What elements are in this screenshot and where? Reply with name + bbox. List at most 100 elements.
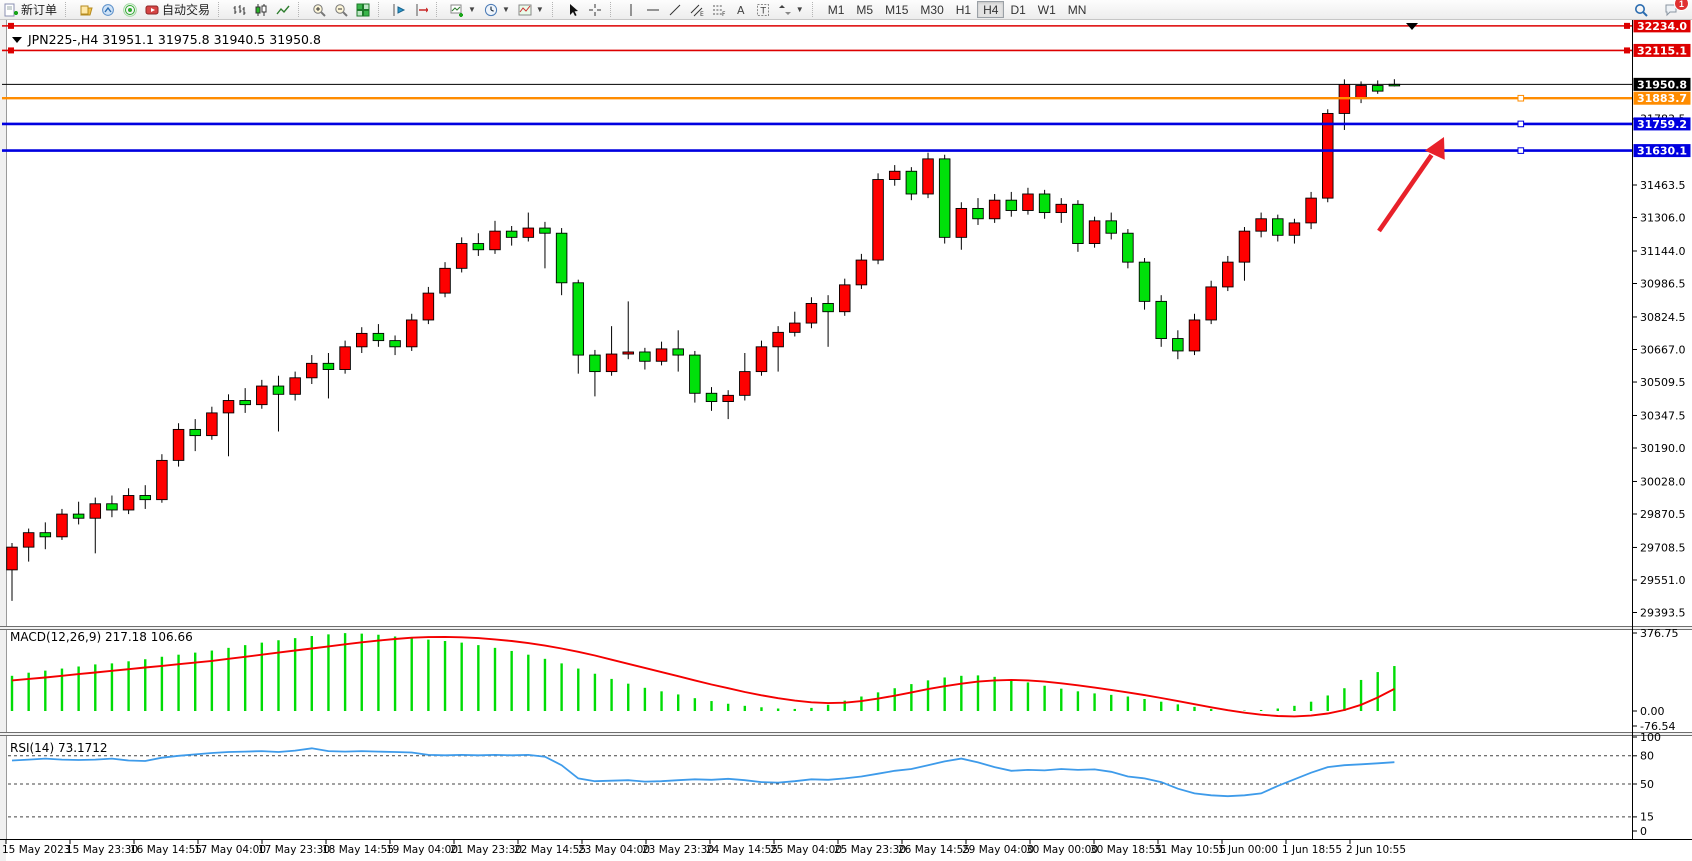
candle-body [888, 170, 901, 180]
price-tag [1633, 19, 1691, 33]
trendline-tool[interactable] [664, 1, 686, 18]
horizontal-line-icon [646, 9, 659, 10]
toolbar-separator [218, 2, 226, 17]
crosshair-tool-button[interactable] [584, 1, 606, 18]
auto-trading-button[interactable]: 自动交易 [141, 1, 214, 18]
timeframe-button-m15[interactable]: M15 [879, 1, 914, 18]
zoom-out-icon [335, 3, 348, 17]
text-label-icon: T [756, 3, 769, 16]
candle-body [1288, 222, 1301, 236]
text-label-tool[interactable]: T [752, 1, 774, 18]
chart-shift-marker[interactable] [1406, 23, 1418, 30]
chart-shift-button[interactable] [410, 1, 432, 18]
candle-body [455, 243, 468, 269]
time-label: 29 May 04:00 [962, 844, 1034, 856]
fibonacci-tool[interactable]: F [708, 1, 730, 18]
zoom-out-button[interactable] [330, 1, 352, 18]
candle-body [955, 207, 968, 238]
candle-body [722, 394, 734, 402]
arrows-icon [778, 4, 791, 15]
arrows-dropdown[interactable]: ▼ [774, 1, 808, 18]
toolbar-separator [551, 2, 560, 17]
time-label: 30 May 00:00 [1026, 844, 1098, 856]
text-icon: A [737, 4, 745, 17]
time-label: 23 May 23:30 [642, 844, 714, 856]
rsi-panel: RSI(14) 73.1712 100 80 50 150 [8, 731, 1661, 838]
equidistant-channel-tool[interactable]: E [686, 1, 708, 18]
search-button[interactable] [1630, 1, 1652, 18]
vertical-line-icon [630, 3, 632, 16]
arrow-annotation[interactable] [1377, 137, 1445, 233]
candle-body [189, 428, 201, 437]
toolbar-separator [298, 2, 306, 17]
time-label: 22 May 14:55 [514, 844, 586, 856]
candle-body [39, 532, 52, 538]
time-label: 25 May 04:00 [770, 844, 842, 856]
timeframe-button-m5[interactable]: M5 [850, 1, 879, 18]
chart-line-button[interactable] [272, 1, 294, 18]
timeframe-button-w1[interactable]: W1 [1032, 1, 1062, 18]
timeframe-button-m1[interactable]: M1 [822, 1, 851, 18]
candle-body [256, 385, 268, 406]
time-label: 17 May 04:00 [194, 844, 266, 856]
price-axis: 31783.531463.531306.031144.030986.530824… [1633, 113, 1686, 619]
candle-body [1022, 193, 1034, 211]
tile-windows-button[interactable] [352, 1, 374, 18]
cursor-tool-button[interactable] [562, 1, 584, 18]
title-text: JPN225-,H4 31951.1 31975.8 31940.5 31950… [27, 32, 321, 47]
time-label: 1 Jun 00:00 [1218, 844, 1278, 856]
chart-bars-button[interactable] [228, 1, 250, 18]
time-label: 23 May 04:00 [578, 844, 650, 856]
rsi-axis-label: 15 [1640, 811, 1654, 824]
price-tag [1633, 144, 1691, 158]
vertical-line-tool[interactable] [620, 1, 642, 18]
zoom-in-button[interactable] [308, 1, 330, 18]
signals-button[interactable] [119, 1, 141, 18]
timeframe-button-d1[interactable]: D1 [1004, 1, 1031, 18]
svg-text:E: E [700, 11, 704, 17]
candle-body [905, 170, 918, 195]
candle-body [1172, 338, 1184, 352]
candle-body [522, 227, 535, 238]
auto-scroll-button[interactable] [388, 1, 410, 18]
text-tool[interactable]: A [730, 1, 752, 18]
profiles-button[interactable] [75, 1, 97, 18]
price-tag-label: 32234.0 [1637, 20, 1687, 33]
line-handle [8, 22, 14, 29]
candle-body [505, 230, 518, 238]
candle-body [1038, 193, 1051, 214]
search-icon [1635, 3, 1648, 17]
toolbar-right-group: 1 [1630, 0, 1692, 18]
time-label: 16 May 14:55 [130, 844, 202, 856]
symbol-dropdown-icon[interactable] [12, 37, 22, 43]
price-tick: 31463.5 [1640, 179, 1686, 192]
candle-body [639, 351, 651, 362]
horizontal-line-tool[interactable] [642, 1, 664, 18]
candle-body [1355, 85, 1367, 99]
chart-candles-button[interactable] [250, 1, 272, 18]
market-watch-button[interactable] [97, 1, 119, 18]
new-chart-icon [450, 4, 464, 17]
candle-body [855, 259, 868, 286]
timeframe-button-h1[interactable]: H1 [950, 1, 977, 18]
candle-body [1138, 261, 1151, 302]
timeframe-group: M1 M5 M15 M30 H1 H4 D1 W1 MN [822, 1, 1093, 18]
period-dropdown[interactable]: ▼ [480, 1, 514, 18]
price-tag-label: 31950.8 [1637, 78, 1687, 91]
time-label: 1 Jun 18:55 [1282, 844, 1342, 856]
rsi-line [11, 747, 1395, 798]
price-tick: 31306.0 [1640, 211, 1686, 224]
new-order-button[interactable]: 新订单 [0, 1, 61, 18]
price-lines[interactable] [2, 22, 1632, 154]
price-tick: 31144.0 [1640, 245, 1686, 258]
timeframe-button-m30[interactable]: M30 [914, 1, 949, 18]
new-chart-dropdown[interactable]: ▼ [446, 1, 480, 18]
timeframe-button-h4[interactable]: H4 [977, 1, 1005, 18]
candle-body [689, 354, 701, 394]
cursor-icon [569, 3, 578, 16]
template-dropdown[interactable]: ▼ [514, 1, 548, 18]
auto-trading-icon [145, 5, 159, 14]
timeframe-button-mn[interactable]: MN [1062, 1, 1093, 18]
line-handle [1517, 120, 1525, 128]
